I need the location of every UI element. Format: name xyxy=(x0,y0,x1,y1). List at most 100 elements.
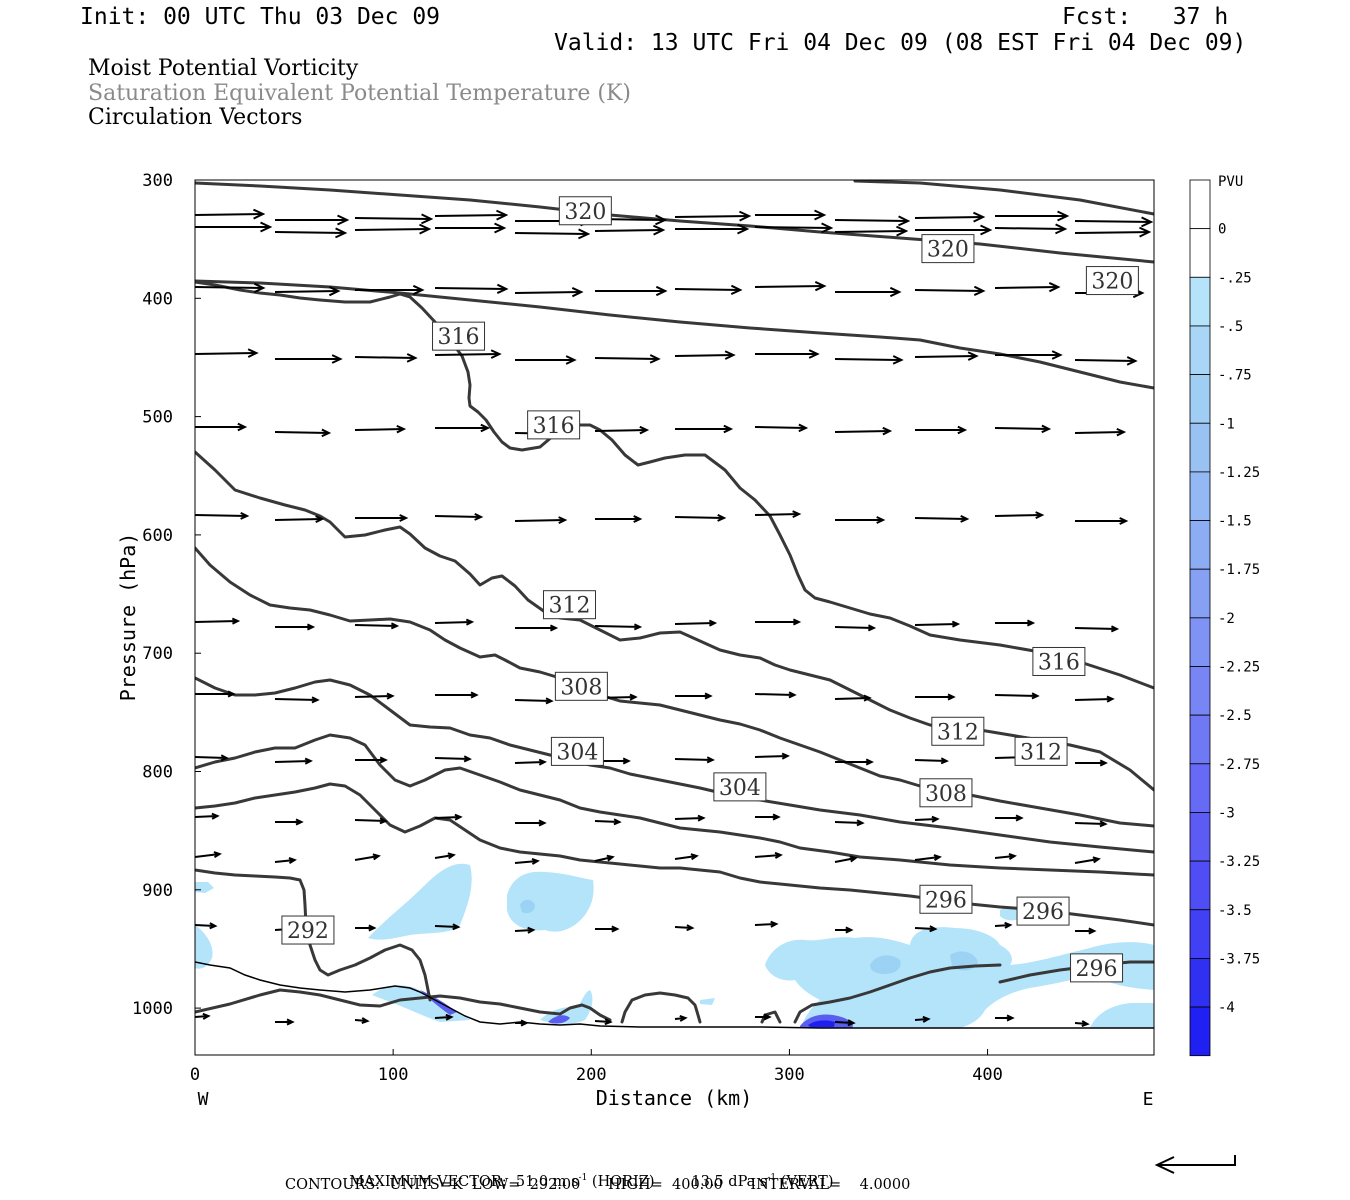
theta-es-contour-line xyxy=(195,450,1154,792)
contour-label: 320 xyxy=(1085,266,1139,296)
vector-head xyxy=(1057,210,1070,222)
vector-head xyxy=(311,696,320,704)
vector-head xyxy=(496,209,509,221)
vector-arrow xyxy=(275,818,304,826)
pv-area xyxy=(195,882,214,893)
vector-arrow xyxy=(1075,927,1097,935)
vector-head xyxy=(1119,517,1129,525)
vector-shaft xyxy=(434,1016,452,1019)
pv-area xyxy=(540,990,593,1024)
vector-arrow xyxy=(834,215,911,227)
vector-shaft xyxy=(754,923,777,926)
vector-arrow xyxy=(754,281,827,292)
vector-head xyxy=(527,926,536,934)
vector-arrow xyxy=(1074,625,1120,633)
vector-arrow xyxy=(914,211,986,223)
theta-es-contour-line xyxy=(195,280,1154,690)
vector-shaft xyxy=(434,214,507,217)
vector-shaft xyxy=(914,927,936,930)
vector-head xyxy=(973,285,986,296)
vector-shaft xyxy=(514,519,566,522)
vector-arrow xyxy=(594,1018,613,1026)
vector-head xyxy=(980,224,993,236)
vector-arrow xyxy=(434,618,475,626)
contour-label: 292 xyxy=(281,915,335,945)
vector-head xyxy=(723,424,734,434)
vector-arrow xyxy=(674,210,752,222)
vector-head xyxy=(1141,216,1154,228)
vector-shaft xyxy=(914,818,938,821)
vector-head xyxy=(896,225,909,237)
colorbar-level-label: -1.25 xyxy=(1218,465,1260,481)
x-tick-label: 200 xyxy=(576,1065,607,1085)
contour-label-box xyxy=(554,671,608,701)
colorbar-level-label: -1.75 xyxy=(1218,562,1260,578)
vector-arrow xyxy=(195,812,220,820)
vector-head xyxy=(865,758,874,766)
init-time: Init: 00 UTC Thu 03 Dec 09 xyxy=(80,4,441,30)
contour-label-text: 308 xyxy=(925,782,967,807)
contour-label-box xyxy=(1070,953,1124,983)
vector-arrow xyxy=(355,284,425,296)
vector-head xyxy=(1099,759,1108,767)
vector-head xyxy=(798,423,809,433)
vector-shaft xyxy=(834,626,874,629)
vector-arrow xyxy=(914,815,940,823)
vector-head xyxy=(406,353,418,363)
y-tick-label: 800 xyxy=(142,763,173,783)
vector-head xyxy=(247,348,259,358)
vector-shaft xyxy=(1074,627,1117,630)
contours-info: CONTOURS: UNITS=K LOW= 292.00 HIGH= 400.… xyxy=(285,1177,911,1193)
vector-head xyxy=(763,1013,772,1021)
vector-shaft xyxy=(1074,220,1152,223)
contour-label-text: 312 xyxy=(937,720,979,745)
vector-head xyxy=(421,213,434,225)
vector-shaft xyxy=(274,859,295,863)
circulation-vectors xyxy=(195,208,1154,1028)
contour-label-box xyxy=(542,590,596,620)
max-vector-text: MAXIMUM VECTOR: 51.0 m s-1 (HORIZ) 13.5 … xyxy=(349,1172,834,1190)
contour-label: 320 xyxy=(558,196,612,226)
vector-arrow xyxy=(354,223,432,235)
vector-arrow xyxy=(595,515,643,523)
vector-shaft xyxy=(195,853,220,858)
theta-es-contour-line xyxy=(195,868,432,1002)
vector-shaft xyxy=(674,855,697,860)
contour-label-box xyxy=(1032,646,1086,676)
vector-head xyxy=(213,851,222,859)
contour-label: 312 xyxy=(542,590,596,620)
colorbar-swatch xyxy=(1189,958,1211,1008)
vector-head xyxy=(331,354,343,364)
vector-head xyxy=(538,758,547,766)
vector-shaft xyxy=(594,357,659,360)
vector-arrow xyxy=(755,813,781,821)
vector-arrow xyxy=(594,818,622,826)
vector-shaft xyxy=(1074,858,1099,864)
vector-head xyxy=(496,283,509,294)
vector-arrow xyxy=(354,853,381,861)
contour-label-box xyxy=(919,884,973,914)
vector-arrow xyxy=(595,925,620,933)
colorbar-level-label: -1.5 xyxy=(1218,514,1252,530)
colorbar-level-label: -2.75 xyxy=(1218,757,1260,773)
theta-es-contour-line xyxy=(620,991,702,1024)
vector-head xyxy=(847,1019,856,1027)
vector-shaft xyxy=(354,819,386,822)
vector-head xyxy=(845,926,854,934)
vector-shaft xyxy=(914,216,984,219)
colorbar-swatch xyxy=(1189,325,1211,376)
vector-shaft xyxy=(914,623,958,626)
contour-label: 316 xyxy=(1032,646,1086,676)
vector-shaft xyxy=(914,355,977,358)
vector-shaft xyxy=(834,1021,854,1024)
vector-arrow xyxy=(675,223,750,235)
vector-arrow xyxy=(994,511,1045,520)
vector-arrow xyxy=(754,691,797,699)
vector-shaft xyxy=(674,354,734,357)
contour-label-text: 296 xyxy=(1022,900,1064,925)
contour-label-text: 316 xyxy=(1038,650,1080,675)
title-mpv: Moist Potential Vorticity xyxy=(88,56,359,81)
vector-arrow xyxy=(434,283,509,294)
vector-head xyxy=(606,854,615,862)
